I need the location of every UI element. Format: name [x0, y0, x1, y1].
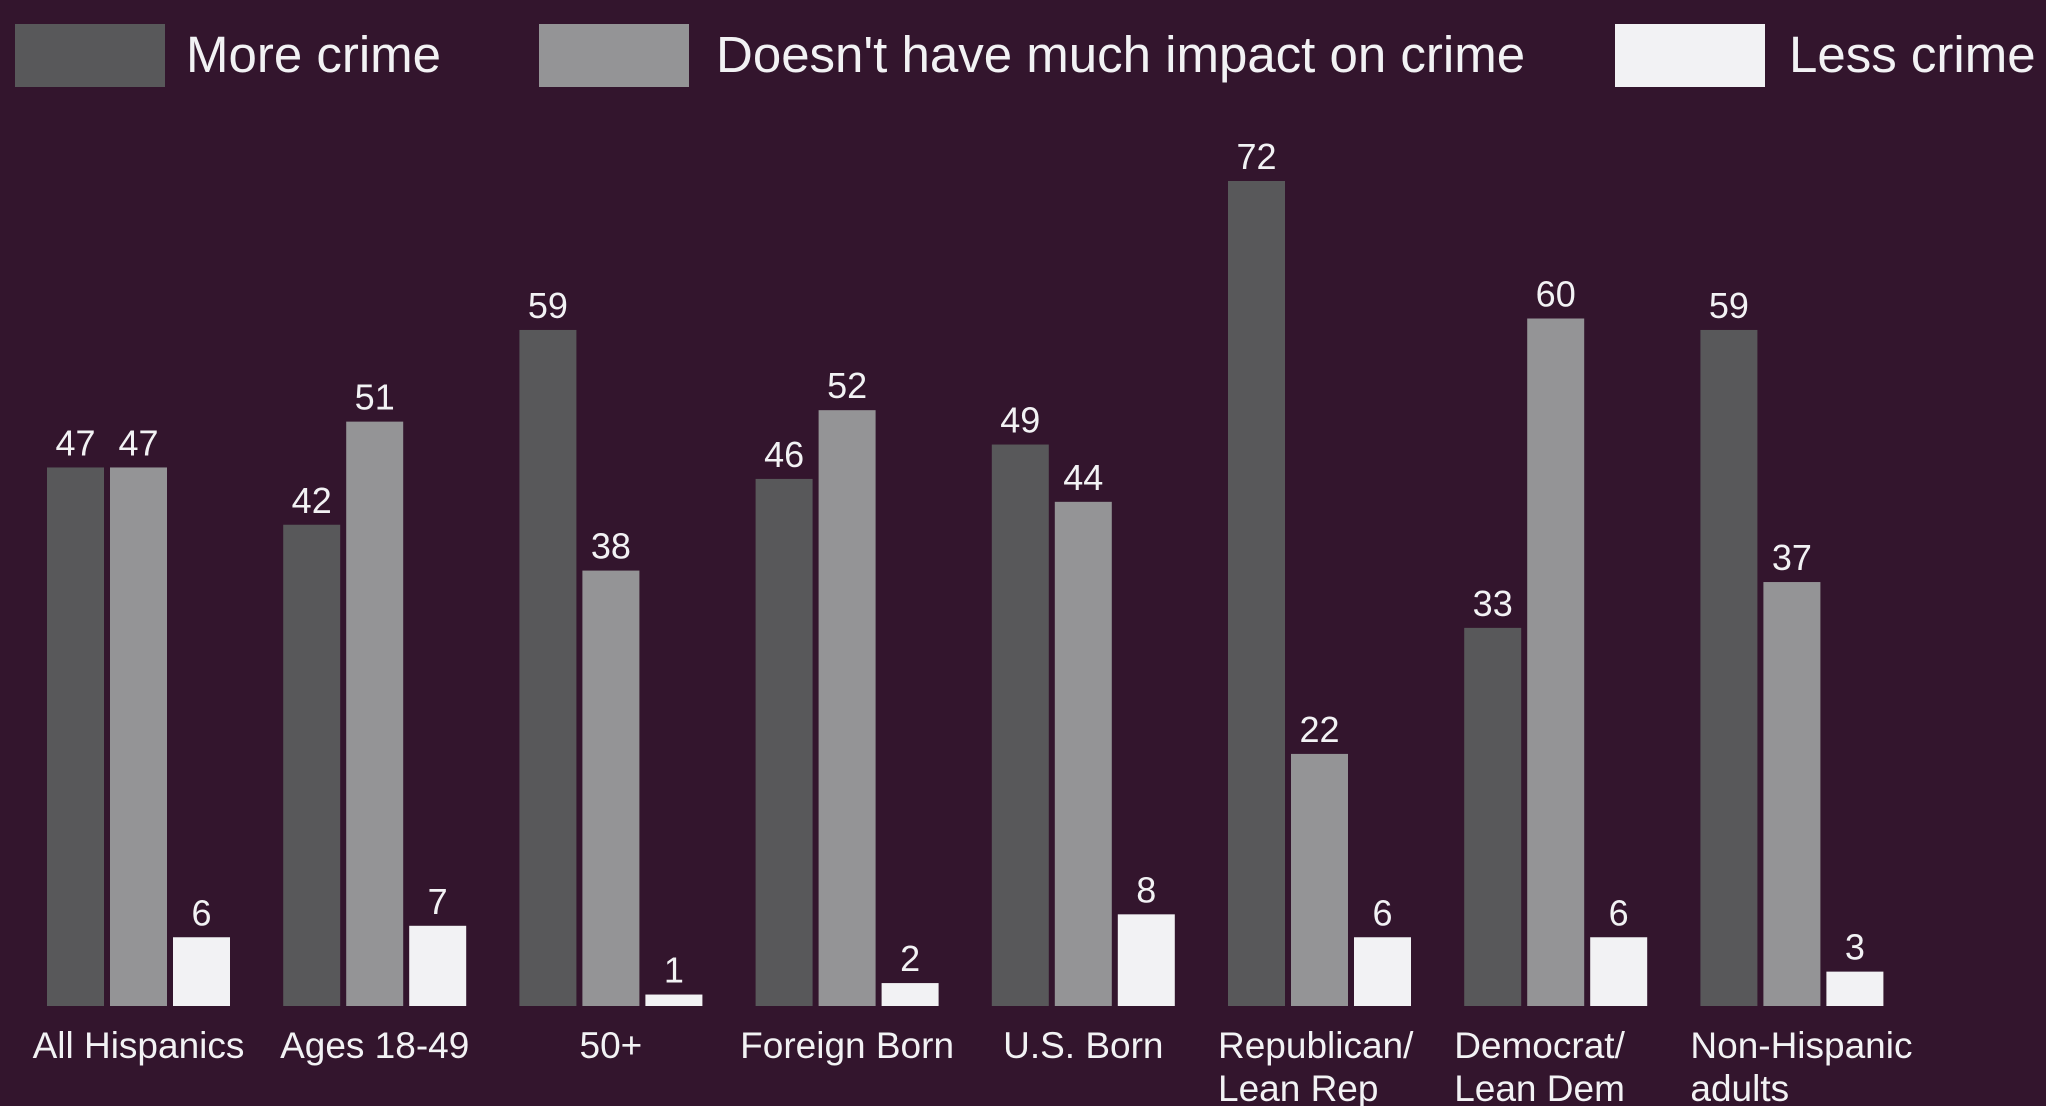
- legend-swatch-doesnt-have-much-impact: [539, 24, 689, 87]
- bar-all-hispanics-less-crime: [173, 937, 230, 1006]
- bar-50-less-crime: [645, 994, 703, 1006]
- bar-u-s-born-doesn-t-have-much-impact-on-crime: [1054, 501, 1112, 1006]
- value-label-foreign-born-more-crime: 46: [764, 434, 804, 475]
- value-label-50-doesn-t-have-much-impact-on-crime: 38: [591, 526, 631, 567]
- value-label-democrat-lean-dem-doesn-t-have-much-impact-on-crime: 60: [1536, 274, 1576, 315]
- value-label-all-hispanics-doesn-t-have-much-impact-on-crime: 47: [118, 422, 158, 463]
- bar-republican-lean-rep-less-crime: [1354, 937, 1411, 1006]
- bar-republican-lean-rep-doesn-t-have-much-impact-on-crime: [1291, 753, 1348, 1006]
- bar-ages-18-49-doesn-t-have-much-impact-on-crime: [346, 421, 404, 1006]
- category-label-all-hispanics: All Hispanics: [33, 1025, 245, 1066]
- value-label-50-less-crime: 1: [664, 950, 684, 991]
- value-label-ages-18-49-more-crime: 42: [292, 480, 332, 521]
- category-label-line: Republican/: [1218, 1025, 1414, 1066]
- value-label-republican-lean-rep-more-crime: 72: [1236, 136, 1276, 177]
- bar-50-more-crime: [519, 329, 577, 1006]
- category-labels: All Hispanics Ages 18-49 50+ Foreign Born U.…: [33, 1025, 1913, 1106]
- bar-democrat-lean-dem-less-crime: [1590, 937, 1648, 1006]
- legend: More crime Doesn't have much impact on c…: [15, 24, 2036, 87]
- legend-label-less-crime: Less crime: [1789, 26, 2036, 83]
- value-label-ages-18-49-doesn-t-have-much-impact-on-crime: 51: [355, 377, 395, 418]
- value-label-50-more-crime: 59: [528, 285, 568, 326]
- legend-swatch-more-crime: [15, 24, 165, 87]
- value-label-foreign-born-less-crime: 2: [900, 938, 920, 979]
- bar-ages-18-49-more-crime: [283, 524, 341, 1006]
- category-label-republican-lean-rep: Republican/Lean Rep: [1218, 1025, 1414, 1106]
- legend-label-doesnt-have-much-impact: Doesn't have much impact on crime: [716, 26, 1525, 83]
- value-label-ages-18-49-less-crime: 7: [428, 881, 448, 922]
- bar-all-hispanics-doesn-t-have-much-impact-on-crime: [110, 467, 167, 1006]
- value-labels: 47 47 6 42 51 7 59 38 1 46 52 2 49 44 8 72 22 6 33 60 6 59 37 3: [55, 136, 1864, 991]
- value-label-democrat-lean-dem-less-crime: 6: [1609, 892, 1629, 933]
- value-label-u-s-born-less-crime: 8: [1136, 869, 1156, 910]
- legend-swatch-less-crime: [1615, 24, 1765, 87]
- bar-foreign-born-more-crime: [755, 478, 813, 1007]
- bars: [47, 181, 1884, 1007]
- value-label-non-hispanic-adults-less-crime: 3: [1845, 927, 1865, 968]
- bar-democrat-lean-dem-more-crime: [1464, 627, 1522, 1006]
- category-label-line: U.S. Born: [1003, 1025, 1163, 1066]
- value-label-all-hispanics-less-crime: 6: [191, 892, 211, 933]
- value-label-non-hispanic-adults-doesn-t-have-much-impact-on-crime: 37: [1772, 537, 1812, 578]
- bar-non-hispanic-adults-doesn-t-have-much-impact-on-crime: [1763, 582, 1821, 1006]
- category-label-line: All Hispanics: [33, 1025, 245, 1066]
- bar-u-s-born-more-crime: [991, 444, 1049, 1007]
- bar-foreign-born-doesn-t-have-much-impact-on-crime: [818, 410, 876, 1007]
- value-label-republican-lean-rep-less-crime: 6: [1372, 892, 1392, 933]
- category-label-non-hispanic-adults: Non-Hispanic adults: [1690, 1025, 1912, 1106]
- bar-all-hispanics-more-crime: [47, 467, 104, 1006]
- category-label-line: Foreign Born: [740, 1025, 954, 1066]
- category-label-line: Democrat/: [1454, 1025, 1625, 1066]
- value-label-all-hispanics-more-crime: 47: [55, 422, 95, 463]
- bar-non-hispanic-adults-more-crime: [1700, 329, 1758, 1006]
- value-label-non-hispanic-adults-more-crime: 59: [1709, 285, 1749, 326]
- bar-u-s-born-less-crime: [1117, 914, 1175, 1006]
- bar-democrat-lean-dem-doesn-t-have-much-impact-on-crime: [1527, 318, 1585, 1006]
- category-label-line: Non-Hispanic: [1690, 1025, 1912, 1066]
- value-label-u-s-born-more-crime: 49: [1000, 400, 1040, 441]
- legend-label-more-crime: More crime: [186, 26, 441, 83]
- category-label-line: adults: [1690, 1068, 1789, 1106]
- value-label-foreign-born-doesn-t-have-much-impact-on-crime: 52: [827, 365, 867, 406]
- category-label-line: Ages 18-49: [280, 1025, 469, 1066]
- category-label-foreign-born: Foreign Born: [740, 1025, 954, 1066]
- value-label-republican-lean-rep-doesn-t-have-much-impact-on-crime: 22: [1299, 709, 1339, 750]
- category-label-u-s-born: U.S. Born: [1003, 1025, 1163, 1066]
- category-label-democrat-lean-dem: Democrat/Lean Dem: [1454, 1025, 1625, 1106]
- value-label-u-s-born-doesn-t-have-much-impact-on-crime: 44: [1063, 457, 1103, 498]
- bar-50-doesn-t-have-much-impact-on-crime: [582, 570, 640, 1006]
- bar-non-hispanic-adults-less-crime: [1826, 971, 1884, 1006]
- bar-foreign-born-less-crime: [881, 983, 939, 1006]
- category-label-line: Lean Rep: [1218, 1068, 1378, 1106]
- category-label-50: 50+: [580, 1025, 643, 1066]
- category-label-ages-18-49: Ages 18-49: [280, 1025, 469, 1066]
- bar-republican-lean-rep-more-crime: [1228, 181, 1285, 1006]
- category-label-line: 50+: [580, 1025, 643, 1066]
- category-label-line: Lean Dem: [1454, 1068, 1625, 1106]
- bar-ages-18-49-less-crime: [409, 925, 467, 1006]
- value-label-democrat-lean-dem-more-crime: 33: [1473, 583, 1513, 624]
